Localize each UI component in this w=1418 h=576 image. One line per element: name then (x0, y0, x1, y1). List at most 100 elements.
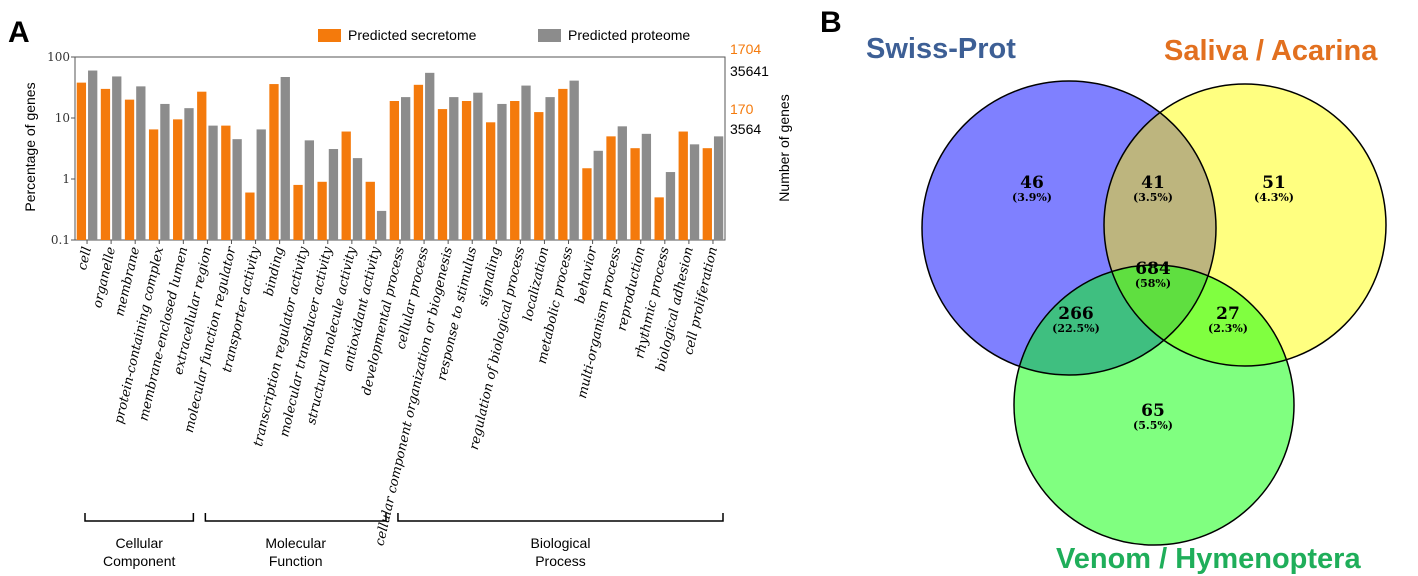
legend-label-proteome: Predicted proteome (568, 27, 690, 43)
x-tick-label: cell (75, 246, 95, 272)
bar-proteome (713, 136, 724, 240)
bar-proteome (593, 150, 603, 240)
x-tick-label: signaling (476, 246, 504, 308)
venn-percent-saliva-only: (4.3%) (1254, 191, 1294, 204)
venn-region-labels: 46 (3.9%) 41 (3.5%) 51 (4.3%) 684 (58%) … (1012, 173, 1294, 432)
right-tick-proteome-3564: 3564 (730, 121, 761, 137)
bar-secretome (245, 192, 255, 240)
bar-secretome (76, 82, 87, 240)
legend-swatch-secretome (318, 29, 341, 42)
bars (76, 70, 724, 241)
right-tick-secretome-170: 170 (730, 101, 754, 117)
bar-proteome (184, 108, 194, 240)
venn-percent-venom-only: (5.5%) (1133, 419, 1173, 432)
bar-secretome (485, 122, 496, 240)
bar-secretome (678, 131, 688, 240)
bar-chart: 100 10 1 0.1 cellorganellemembraneprotein-c… (22, 27, 792, 569)
group-label-line1: Biological (531, 535, 591, 551)
bar-proteome (304, 140, 315, 240)
bar-secretome (510, 100, 520, 240)
venn-set-label-saliva-acarina: Saliva / Acarina (1164, 35, 1378, 67)
y-tick-label: 1 (62, 172, 70, 186)
group-label-line2: Process (535, 553, 586, 569)
x-tick-labels: cellorganellemembraneprotein-containing … (75, 245, 721, 548)
bar-proteome (208, 125, 218, 240)
bar-proteome (376, 210, 387, 240)
bar-secretome (413, 84, 424, 240)
group-label-line2: Function (269, 553, 323, 569)
bar-secretome (173, 119, 183, 240)
bar-proteome (280, 77, 290, 240)
y-tick-label: 0.1 (51, 233, 70, 247)
bar-proteome (425, 72, 435, 240)
bar-proteome (352, 158, 363, 240)
bar-proteome (401, 97, 411, 240)
bar-proteome (112, 76, 122, 241)
bar-proteome (328, 149, 339, 240)
bar-proteome (473, 92, 483, 241)
venn-region-ac (1014, 265, 1216, 375)
venn-count-saliva-venom: 27 (1216, 304, 1240, 324)
legend-label-secretome: Predicted secretome (348, 27, 477, 43)
venn-set-label-venom-hymenoptera: Venom / Hymenoptera (1056, 543, 1361, 575)
bar-proteome (449, 97, 459, 240)
plot-frame (74, 56, 726, 241)
venn-set-label-swiss-prot: Swiss-Prot (866, 33, 1016, 65)
venn-percent-swiss-saliva: (3.5%) (1133, 191, 1173, 204)
bar-secretome (317, 181, 327, 240)
panel-label-b: B (820, 6, 842, 39)
bar-secretome (606, 136, 616, 240)
bar-secretome (197, 91, 207, 240)
venn-outline-saliva-acarina (1103, 83, 1387, 367)
bar-proteome (136, 86, 146, 240)
bar-secretome (582, 168, 592, 240)
group-label-line1: Cellular (115, 535, 163, 551)
bar-secretome (654, 197, 664, 240)
venn-count-swiss-venom: 266 (1058, 304, 1094, 324)
bar-secretome (461, 100, 472, 240)
bar-secretome (437, 109, 448, 241)
bar-proteome (256, 129, 266, 240)
bar-proteome (641, 133, 652, 240)
bar-proteome (232, 139, 242, 240)
bar-secretome (269, 84, 279, 240)
group-bracket (204, 513, 387, 522)
bar-secretome (558, 88, 568, 241)
bar-proteome (521, 85, 531, 240)
bar-secretome (630, 148, 640, 240)
y-tick-label: 10 (55, 111, 70, 125)
y-tick-label: 100 (47, 50, 70, 64)
bar-secretome (148, 129, 159, 240)
group-bracket (397, 513, 724, 522)
x-tick-label: binding (262, 246, 288, 298)
bar-proteome (88, 70, 98, 240)
bar-secretome (341, 131, 351, 240)
bar-proteome (160, 103, 170, 240)
venn-region-bc (1104, 265, 1294, 366)
legend-swatch-proteome (538, 29, 561, 42)
bar-secretome (702, 148, 712, 240)
venn-percent-swiss-prot-only: (3.9%) (1012, 191, 1052, 204)
venn-count-swiss-saliva: 41 (1141, 173, 1165, 193)
venn-percent-all-three: (58%) (1135, 277, 1171, 290)
bar-proteome (689, 144, 700, 240)
right-tick-secretome-1704: 1704 (730, 41, 761, 57)
x-tick-label: organelle (90, 245, 119, 309)
venn-count-saliva-only: 51 (1262, 173, 1286, 193)
bar-secretome (389, 100, 399, 240)
venn-percent-swiss-venom: (22.5%) (1052, 322, 1100, 335)
venn-count-venom-only: 65 (1141, 401, 1165, 421)
bar-secretome (124, 99, 135, 240)
bar-secretome (221, 125, 231, 240)
bar-proteome (617, 126, 627, 240)
right-axis-label: Number of genes (776, 94, 792, 201)
bar-proteome (665, 172, 676, 240)
group-label-line1: Molecular (265, 535, 326, 551)
group-bracket (84, 513, 195, 522)
bar-proteome (497, 103, 507, 240)
bar-secretome (100, 88, 111, 241)
category-groups: Cellular Component Molecular Function Biolog… (84, 513, 724, 569)
venn-percent-saliva-venom: (2.3%) (1208, 322, 1248, 335)
panel-label-a: A (8, 16, 30, 49)
